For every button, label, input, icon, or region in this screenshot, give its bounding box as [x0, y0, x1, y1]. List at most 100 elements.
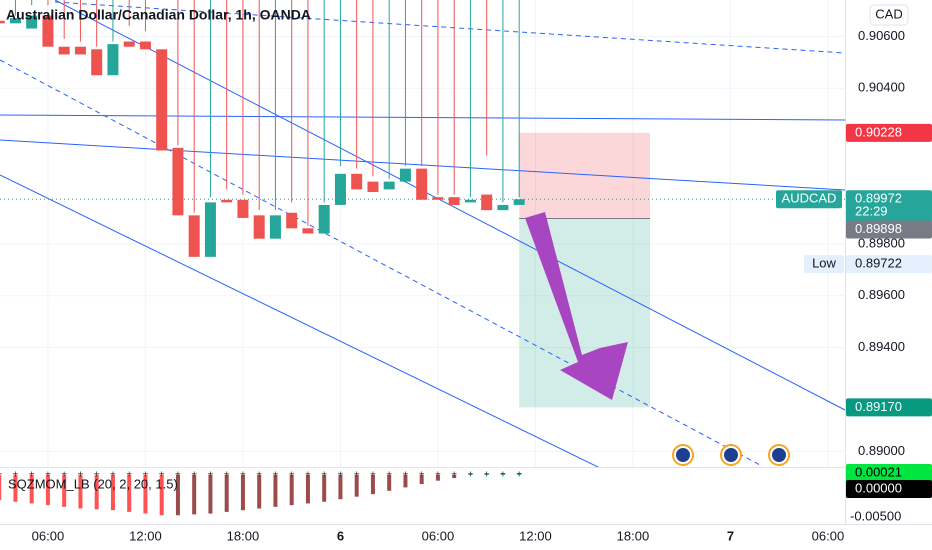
candle[interactable] [58, 0, 70, 55]
candle[interactable] [334, 0, 346, 205]
candle-body [497, 204, 509, 211]
candle-body [42, 15, 54, 47]
squeeze-dot: + [175, 469, 181, 480]
candle-body [416, 168, 428, 200]
candle[interactable] [107, 0, 119, 76]
squeeze-dot: + [484, 469, 490, 480]
arrow[interactable] [525, 212, 628, 400]
x-tick-label: 12:00 [519, 528, 552, 543]
x-tick-label: 18:00 [617, 528, 650, 543]
candle[interactable] [367, 0, 379, 192]
squeeze-dot: + [354, 469, 360, 480]
candle[interactable] [432, 0, 444, 200]
entry-tag: 0.89898 [855, 221, 902, 236]
candle-body [0, 20, 5, 24]
symbol-tag: AUDCAD [782, 191, 837, 206]
trend-line[interactable] [0, 114, 845, 121]
candle[interactable] [351, 0, 363, 190]
currency-button[interactable] [869, 4, 909, 26]
momentum-bar [127, 474, 132, 512]
candle-body [172, 147, 184, 216]
trend-line[interactable] [0, 139, 845, 191]
trend-line[interactable] [54, 1, 845, 54]
momentum-bar [370, 474, 375, 495]
candle[interactable] [302, 0, 314, 234]
squeeze-dot: + [126, 469, 132, 480]
momentum-bar [94, 474, 99, 510]
momentum-bar [289, 474, 294, 506]
axes: 06:00 12:00 18:00 6 06:00 12:00 18:00 7 06:00 0.9… [32, 28, 932, 543]
candle[interactable] [74, 0, 86, 55]
momentum-bar [13, 474, 18, 502]
currency-label[interactable]: CAD [875, 6, 902, 21]
momentum-bar [500, 473, 505, 475]
squeeze-dot: + [386, 469, 392, 480]
candle[interactable] [383, 0, 395, 190]
candle[interactable] [286, 0, 298, 229]
candle[interactable] [123, 0, 135, 47]
candle[interactable] [42, 0, 54, 47]
candle[interactable] [156, 0, 168, 151]
momentum-bar [45, 474, 50, 506]
stop-zone[interactable] [519, 132, 650, 219]
candle[interactable] [318, 0, 330, 234]
target-tag: 0.89170 [855, 399, 902, 414]
candle-body [351, 173, 363, 190]
x-tick-label: 18:00 [227, 528, 260, 543]
momentum-bar [419, 474, 424, 485]
trend-line[interactable] [0, 174, 600, 468]
candle[interactable] [481, 0, 493, 211]
squeeze-dot: + [94, 469, 100, 480]
momentum-bar [338, 474, 343, 500]
candle[interactable] [91, 0, 103, 76]
y-tick-label: 0.89600 [858, 287, 905, 302]
y-tick-label: 0.89400 [858, 339, 905, 354]
candle-body [139, 41, 151, 50]
x-tick-label: 12:00 [129, 528, 162, 543]
squeeze-dot: + [516, 469, 522, 480]
candle[interactable] [9, 0, 21, 24]
candle[interactable] [464, 0, 476, 203]
squeeze-dot: + [500, 469, 506, 480]
candle[interactable] [399, 0, 411, 182]
last-price-tag: 0.89972 [855, 191, 902, 206]
candle[interactable] [253, 0, 265, 239]
candle[interactable] [237, 0, 249, 218]
candle[interactable] [0, 0, 5, 24]
candle-body [58, 46, 70, 55]
candle[interactable] [188, 0, 200, 257]
candle[interactable] [513, 0, 525, 205]
squeeze-dot: + [45, 469, 51, 480]
candle[interactable] [448, 0, 460, 205]
candle-body [367, 181, 379, 192]
candle[interactable] [172, 0, 184, 216]
event-icon-flag [772, 448, 786, 462]
momentum-bar [517, 472, 522, 475]
momentum-bar [110, 474, 115, 511]
trend-lines[interactable] [0, 0, 845, 468]
y-tick-label: 0.89000 [858, 443, 905, 458]
candle[interactable] [221, 0, 233, 203]
squeeze-dot: + [143, 469, 149, 480]
candle-body [204, 202, 216, 257]
candle[interactable] [416, 0, 428, 200]
low-tag-bg [804, 255, 844, 274]
candle[interactable] [497, 0, 509, 211]
candle[interactable] [269, 0, 281, 239]
squeeze-dot: + [110, 469, 116, 480]
trend-line[interactable] [54, 0, 845, 411]
squeeze-dot: + [321, 469, 327, 480]
squeeze-dot: + [240, 469, 246, 480]
candle[interactable] [204, 0, 216, 257]
candle[interactable] [139, 0, 151, 50]
candle-body [464, 199, 476, 203]
squeeze-dot: + [305, 469, 311, 480]
event-icons[interactable] [672, 444, 790, 466]
indicator-name: SQZMOM_LB (20, 2, 20, 1.5) [8, 476, 178, 491]
candle-body [269, 215, 281, 239]
squeeze-dot: + [191, 469, 197, 480]
candle[interactable] [26, 0, 38, 29]
candle-body [26, 15, 38, 29]
candle-body [74, 46, 86, 55]
